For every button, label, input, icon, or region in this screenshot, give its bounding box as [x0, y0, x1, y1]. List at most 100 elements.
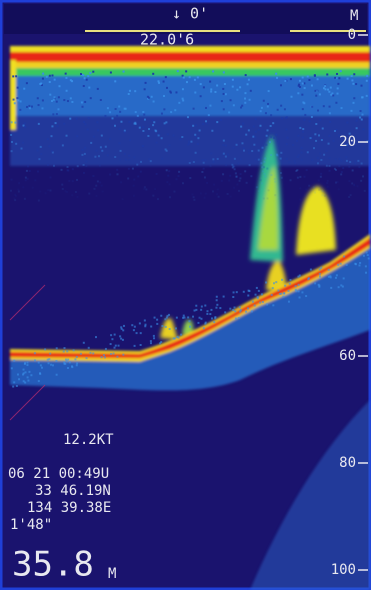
echo-speckle	[356, 185, 358, 187]
echo-speckle	[66, 360, 68, 362]
echo-speckle	[136, 332, 138, 334]
echo-speckle	[49, 94, 51, 96]
echo-speckle	[315, 140, 317, 142]
echo-speckle	[56, 113, 58, 115]
echo-speckle	[205, 107, 207, 109]
echo-speckle	[222, 88, 224, 90]
echo-speckle	[42, 99, 44, 101]
echo-speckle	[219, 307, 221, 309]
echo-speckle	[188, 141, 190, 143]
echo-speckle	[83, 85, 85, 87]
echo-speckle	[40, 364, 42, 366]
echo-speckle	[206, 310, 208, 312]
echo-speckle	[318, 189, 320, 191]
echo-speckle	[359, 117, 361, 119]
echo-speckle	[315, 95, 317, 97]
echo-speckle	[177, 70, 179, 72]
echo-speckle	[225, 164, 227, 166]
echo-speckle	[270, 174, 272, 176]
echo-speckle	[224, 83, 226, 85]
echo-speckle	[27, 376, 29, 378]
echo-speckle	[321, 194, 323, 196]
echo-speckle	[319, 273, 321, 275]
echo-speckle	[223, 93, 225, 95]
echo-speckle	[363, 255, 365, 257]
echo-speckle	[34, 352, 36, 354]
echo-speckle	[213, 321, 215, 323]
echo-speckle	[200, 318, 202, 320]
echo-speckle	[353, 97, 355, 99]
echo-speckle	[168, 314, 170, 316]
echo-speckle	[246, 182, 248, 184]
echo-speckle	[89, 72, 91, 74]
echo-speckle	[71, 365, 73, 367]
echo-speckle	[38, 123, 40, 125]
longitude: 134 39.38E	[27, 500, 111, 516]
echo-speckle	[150, 340, 152, 342]
echo-speckle	[136, 164, 138, 166]
echo-speckle	[307, 151, 309, 153]
echo-speckle	[203, 327, 205, 329]
echo-speckle	[285, 129, 287, 131]
echo-speckle	[62, 144, 64, 146]
echo-speckle	[52, 364, 54, 366]
echo-speckle	[125, 108, 127, 110]
echo-speckle	[51, 74, 53, 76]
echo-speckle	[366, 95, 368, 97]
echo-speckle	[274, 194, 276, 196]
echo-speckle	[41, 107, 43, 109]
echo-speckle	[176, 317, 178, 319]
echo-speckle	[241, 142, 243, 144]
echo-speckle	[101, 356, 103, 358]
echo-speckle	[93, 136, 95, 138]
echo-speckle	[289, 283, 291, 285]
echo-speckle	[335, 102, 337, 104]
echo-speckle	[105, 348, 107, 350]
echo-speckle	[129, 90, 131, 92]
echo-speckle	[229, 308, 231, 310]
echo-speckle	[11, 367, 13, 369]
echo-speckle	[271, 294, 273, 296]
echo-speckle	[263, 166, 265, 168]
echo-speckle	[272, 122, 274, 124]
echo-speckle	[118, 142, 120, 144]
echo-speckle	[319, 275, 321, 277]
depth-tick-label: 80	[339, 455, 356, 471]
echo-speckle	[232, 309, 234, 311]
echo-speckle	[116, 115, 118, 117]
echo-speckle	[240, 173, 242, 175]
echo-speckle	[241, 105, 243, 107]
echo-speckle	[206, 182, 208, 184]
echo-speckle	[260, 110, 262, 112]
echo-speckle	[216, 299, 218, 301]
echo-speckle	[341, 171, 343, 173]
echo-speckle	[16, 385, 18, 387]
echo-speckle	[14, 122, 16, 124]
echo-speckle	[97, 88, 99, 90]
echo-speckle	[18, 378, 20, 380]
echo-speckle	[83, 164, 85, 166]
echo-speckle	[40, 83, 42, 85]
echo-speckle	[37, 149, 39, 151]
echo-speckle	[297, 177, 299, 179]
body: ↓ 0' M 22.0'6 0206080100 12.2KT 06 21 00…	[0, 0, 371, 590]
echo-speckle	[173, 338, 175, 340]
echo-speckle	[270, 136, 272, 138]
echo-speckle	[223, 71, 225, 73]
echo-speckle	[227, 154, 229, 156]
echo-speckle	[255, 131, 257, 133]
echo-speckle	[258, 150, 260, 152]
echo-speckle	[185, 70, 187, 72]
depth-unit: M	[108, 566, 116, 582]
echo-speckle	[47, 189, 49, 191]
echo-speckle	[119, 335, 121, 337]
echo-speckle	[366, 80, 368, 82]
echo-speckle	[89, 352, 91, 354]
echo-speckle	[114, 80, 116, 82]
echo-speckle	[304, 195, 306, 197]
echo-speckle	[193, 108, 195, 110]
echo-speckle	[357, 160, 359, 162]
echo-speckle	[327, 89, 329, 91]
echo-speckle	[168, 170, 170, 172]
echo-speckle	[169, 196, 171, 198]
